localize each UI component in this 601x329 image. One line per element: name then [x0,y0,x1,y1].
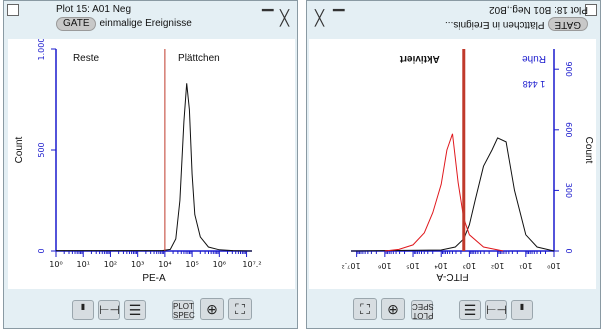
plot-panel-left: Plot 15: A01 Neg GATE einmalige Ereigniss… [3,0,298,329]
histogram-trace-1 [384,133,504,252]
gate-row: GATEPlättchen in Ereignis... [445,17,588,31]
plot-title-text: Plot 18: B01 Neg.,B02 [489,4,588,15]
x-tick-label: 10⁵ [406,261,419,270]
x-tick-label: 10⁴ [435,261,448,270]
close-icon[interactable]: ╳ [280,10,290,27]
gate-row: GATE einmalige Ereignisse [56,17,192,31]
y-axis-label: Count [583,137,594,164]
panel-toggle-button[interactable]: ▮ [72,300,94,320]
y-tick-label: 600 [564,122,573,137]
list-button[interactable]: ☰ [459,300,481,320]
panel-toggle-button[interactable]: ▮ [511,300,533,320]
fit-icon: ⛶ [235,301,245,317]
y-axis-label: Count [14,136,25,163]
plot-spec-button[interactable]: PLOT SPEC [411,300,434,320]
x-tick-label: 10⁷.² [341,261,360,270]
range-gate-button[interactable]: ⊢⊣ [98,300,120,320]
panel-icon: ▮ [80,302,86,311]
plot-panel-right: Plot 18: B01 Neg.,B02 GATEPlättchen in E… [306,0,601,329]
x-tick-label: 10⁶ [213,260,226,269]
y-tick-label: 300 [564,183,573,198]
close-icon[interactable]: ╳ [315,10,325,27]
plot-spec-button[interactable]: PLOT SPEC [172,300,195,320]
range-gate-button[interactable]: ⊢⊣ [485,300,507,320]
minimize-icon[interactable]: ▔ [333,10,345,27]
x-tick-label: 10⁵ [185,260,198,269]
region-label-left: Reste [73,53,100,64]
gate-row-flipped: GATEPlättchen in Ereignis... [445,17,588,31]
x-axis-label: PE-A [142,273,166,284]
plot-spec-icon: PLOT SPEC [411,302,434,320]
y-tick-label: 0 [37,248,46,253]
x-tick-label: 10¹ [77,260,90,269]
zoom-button[interactable]: ⊕ [381,298,405,320]
x-tick-label: 10⁴ [158,260,171,269]
histogram-trace-0 [350,137,555,252]
y-tick-label: 500 [37,142,46,157]
x-tick-label: 10² [104,260,117,269]
fit-icon: ⛶ [360,301,370,317]
zoom-button[interactable]: ⊕ [200,298,224,320]
region-label-right: Plättchen [178,53,220,64]
x-tick-label: 10¹ [519,261,532,270]
zoom-icon: ⊕ [206,301,218,317]
gate-button[interactable]: GATE [56,17,97,31]
window-corner-icon[interactable] [585,4,597,16]
range-gate-icon: ⊢⊣ [99,303,120,317]
y-tick-label: 0 [564,248,573,253]
list-icon: ☰ [463,302,477,318]
gate-value: einmalige Ereignisse [99,18,192,29]
histogram-plot: 0 500 1.000 10⁰ 10¹ 10² 10³ 10⁴ 10⁵ 10⁶ 10⁷.² Count… [8,39,295,289]
histogram-chart: 0 500 1.000 10⁰ 10¹ 10² 10³ 10⁴ 10⁵ 10⁶ 10⁷.² Count… [14,39,262,284]
fit-button[interactable]: ⛶ [228,298,252,320]
x-tick-label: 10⁰ [49,260,62,269]
y-tick-label: 1.000 [37,39,46,60]
y-tick-label: 900 [564,62,573,77]
x-tick-label: 10⁶ [378,261,391,270]
histogram-plot: 0 300 600 900 10⁰ 10¹ 10² 10³ 10⁴ 10⁵ 10⁶ 10⁷.² Coun… [309,39,596,289]
x-axis-label: FITC-A [436,271,469,282]
window-corner-icon[interactable] [7,4,19,16]
x-tick-label: 10² [491,261,504,270]
zoom-icon: ⊕ [387,301,399,317]
region-count-label: 1 448 [523,79,546,89]
histogram-chart: 0 300 600 900 10⁰ 10¹ 10² 10³ 10⁴ 10⁵ 10⁶ 10⁷.² Coun… [341,49,594,282]
gate-button[interactable]: GATE [547,17,588,31]
plot-spec-icon: PLOT SPEC [173,302,195,320]
panel-icon: ▮ [519,302,525,311]
gate-value: Plättchen in Ereignis... [445,19,545,30]
list-icon: ☰ [128,302,142,318]
plot-title: Plot 18: B01 Neg.,B02 [489,4,588,15]
x-tick-label: 10⁷.² [242,260,261,269]
plot-title: Plot 15: A01 Neg [56,4,132,15]
range-gate-icon: ⊢⊣ [486,303,507,317]
minimize-icon[interactable]: ▔ [262,10,274,27]
x-tick-label: 10³ [463,261,476,270]
region-label-left: Aktiviert [399,53,440,64]
x-tick-label: 10⁰ [547,261,560,270]
x-tick-label: 10³ [131,260,144,269]
histogram-trace-0 [56,83,253,252]
list-button[interactable]: ☰ [124,300,146,320]
fit-button[interactable]: ⛶ [353,298,377,320]
region-label-right: Ruhe [522,53,546,64]
